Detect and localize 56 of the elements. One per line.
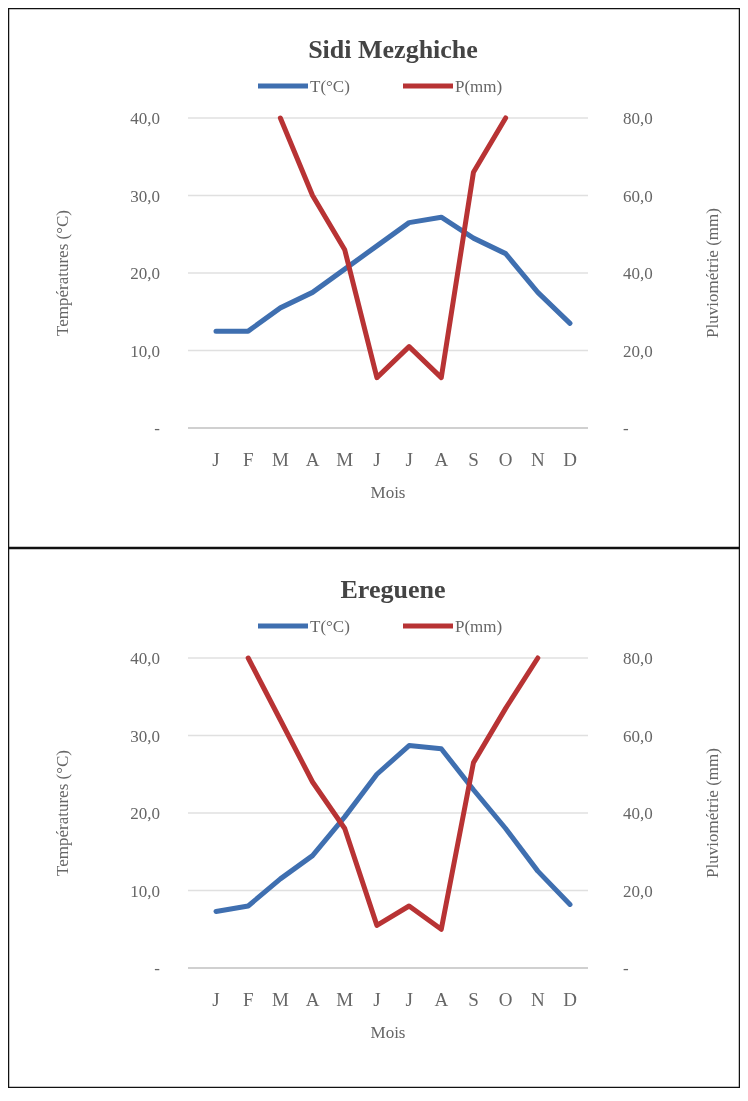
- x-tick-label: S: [468, 449, 479, 470]
- x-tick-label: M: [336, 449, 354, 470]
- y-axis-title: Températures (°C): [53, 210, 72, 336]
- y-axis-title: Températures (°C): [53, 750, 72, 876]
- chart-title: Ereguene: [340, 575, 446, 604]
- y2-tick-label: 20,0: [623, 341, 653, 361]
- y2-axis-title: Pluviométrie (mm): [703, 748, 722, 878]
- x-tick-label: A: [305, 449, 320, 470]
- y2-tick-label: 40,0: [623, 804, 653, 823]
- x-tick-label: F: [242, 989, 254, 1010]
- y-tick-label: 10,0: [130, 881, 160, 901]
- legend-label: T(°C): [310, 77, 350, 96]
- y2-axis-title: Pluviométrie (mm): [703, 208, 722, 338]
- x-tick-label: D: [563, 449, 577, 470]
- x-tick-label: N: [530, 449, 545, 470]
- y-tick-label: 40,0: [130, 649, 160, 668]
- x-tick-label: J: [212, 449, 220, 470]
- x-axis-title: Mois: [370, 1023, 406, 1042]
- x-tick-label: S: [468, 989, 479, 1010]
- y2-tick-label: -: [623, 959, 629, 978]
- y-tick-label: 20,0: [130, 264, 160, 283]
- y-tick-label: -: [154, 959, 161, 978]
- y-tick-label: 20,0: [130, 804, 160, 823]
- y-tick-label: 30,0: [130, 726, 160, 746]
- y-tick-label: 40,0: [130, 109, 160, 128]
- legend-label: P(mm): [455, 77, 503, 96]
- y2-tick-label: 40,0: [623, 264, 653, 283]
- x-tick-label: N: [530, 989, 545, 1010]
- y2-tick-label: 80,0: [623, 649, 653, 668]
- y2-tick-label: 60,0: [623, 726, 653, 746]
- y2-tick-label: -: [623, 419, 629, 438]
- x-axis-title: Mois: [370, 483, 406, 502]
- x-tick-label: O: [498, 449, 513, 470]
- x-tick-label: A: [305, 989, 320, 1010]
- x-tick-label: J: [405, 989, 413, 1010]
- x-tick-label: M: [271, 989, 289, 1010]
- x-tick-label: M: [336, 989, 354, 1010]
- y-tick-label: 30,0: [130, 186, 160, 206]
- y2-tick-label: 80,0: [623, 109, 653, 128]
- x-tick-label: J: [405, 449, 413, 470]
- legend-label: P(mm): [455, 617, 503, 636]
- y-tick-label: 10,0: [130, 341, 160, 361]
- x-tick-label: J: [212, 989, 220, 1010]
- y2-tick-label: 60,0: [623, 186, 653, 206]
- x-tick-label: O: [498, 989, 513, 1010]
- x-tick-label: M: [271, 449, 289, 470]
- x-tick-label: J: [373, 989, 381, 1010]
- x-tick-label: A: [434, 449, 449, 470]
- y-tick-label: -: [154, 419, 161, 438]
- x-tick-label: A: [434, 989, 449, 1010]
- x-tick-label: J: [373, 449, 381, 470]
- y2-tick-label: 20,0: [623, 881, 653, 901]
- x-tick-label: D: [563, 989, 577, 1010]
- chart-title: Sidi Mezghiche: [308, 35, 478, 64]
- x-tick-label: F: [242, 449, 254, 470]
- legend-label: T(°C): [310, 617, 350, 636]
